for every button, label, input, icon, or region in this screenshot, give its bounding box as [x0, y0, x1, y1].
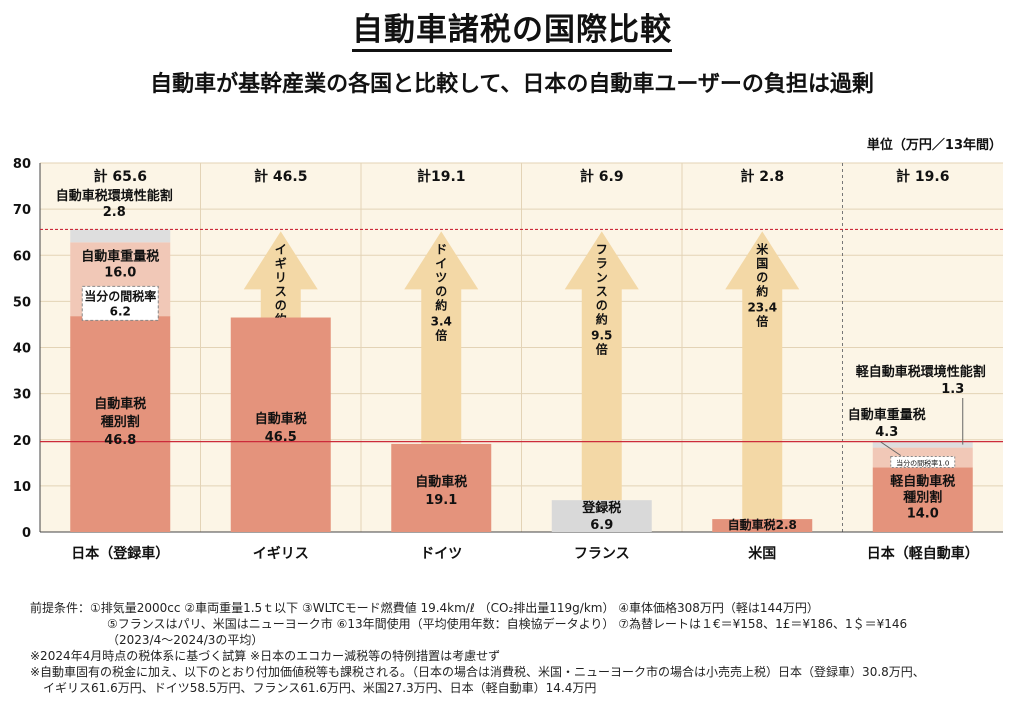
- segment-value: 4.3: [875, 425, 898, 440]
- bar-total-label: 計19.1: [417, 168, 466, 185]
- arrow-ratio-value: 9.5: [591, 328, 612, 342]
- bar-segment: [70, 229, 171, 243]
- arrow-label: の: [435, 284, 447, 298]
- y-tick-label: 40: [13, 342, 31, 357]
- arrow-label: 約: [756, 283, 768, 298]
- category-label: 日本（登録車）: [71, 545, 169, 562]
- arrow-ratio-unit: 倍: [756, 313, 768, 328]
- arrow-label: の: [275, 298, 287, 312]
- footnote-line-6: イギリス61.6万円、ドイツ58.5万円、フランス61.6万円、米国27.3万円…: [43, 681, 597, 695]
- arrow-label: フ: [596, 242, 608, 256]
- arrow-label: ス: [596, 284, 608, 298]
- arrow-label: リ: [275, 270, 287, 284]
- bar-segment: [70, 316, 171, 532]
- bar-segment: [872, 467, 973, 532]
- segment-label: 自動車重量税: [81, 248, 159, 264]
- arrow-label: ギ: [275, 255, 287, 270]
- y-tick-label: 70: [13, 203, 31, 218]
- tax-comparison-chart: 01020304050607080イギリスの約1.4倍ドイツの約3.4倍フランス…: [13, 157, 1003, 562]
- segment-value: 46.8: [104, 433, 136, 448]
- segment-label: 軽自動車税: [890, 474, 955, 490]
- bar-total-label: 計 65.6: [94, 168, 147, 185]
- arrow-label: ツ: [435, 270, 447, 284]
- page-title-text: 自動車諸税の国際比較: [352, 12, 672, 52]
- segment-label: 自動車税: [415, 474, 467, 490]
- category-label: フランス: [574, 546, 630, 562]
- arrow-label: ン: [596, 270, 608, 284]
- bar-total-label: 計 6.9: [580, 168, 624, 185]
- arrow-label: ラ: [596, 256, 608, 270]
- arrow-ratio-unit: 倍: [435, 327, 447, 342]
- y-tick-label: 50: [13, 295, 31, 310]
- provisional-rate-label: 当分の間税率1.0: [896, 459, 949, 468]
- arrow-label: イ: [435, 256, 447, 270]
- segment-label: 種別割: [101, 414, 140, 430]
- y-tick-label: 0: [22, 526, 31, 541]
- provisional-rate-value: 6.2: [110, 304, 131, 318]
- bar-total-label: 計 19.6: [896, 168, 949, 185]
- arrow-label: 国: [756, 256, 768, 270]
- arrow-label: の: [756, 270, 768, 284]
- arrow-label: 約: [596, 311, 608, 326]
- category-label: ドイツ: [420, 546, 462, 562]
- bar-segment: [872, 441, 973, 448]
- arrow-ratio-value: 3.4: [431, 314, 452, 328]
- ratio-arrow: [243, 231, 318, 318]
- arrow-ratio-unit: 倍: [596, 341, 608, 356]
- segment-label: 種別割: [903, 490, 942, 506]
- segment-label: 軽自動車税環境性能割: [856, 364, 986, 380]
- ratio-arrow: [564, 231, 639, 501]
- segment-label: 登録税: [581, 500, 621, 516]
- leader-line: [880, 441, 902, 456]
- arrow-label: ド: [435, 242, 447, 256]
- category-label: イギリス: [253, 545, 309, 562]
- bar-total-label: 計 2.8: [740, 168, 784, 185]
- segment-value: 16.0: [104, 265, 136, 280]
- y-tick-label: 80: [13, 157, 31, 172]
- arrow-ratio-value: 23.4: [747, 300, 777, 314]
- footnote-line-2: ⑤フランスはパリ、米国はニューヨーク市 ⑥13年間使用（平均使用年数：自検協デー…: [107, 617, 908, 631]
- segment-label: 自動車税環境性能割: [56, 188, 173, 204]
- provisional-rate-label: 当分の間税率: [84, 288, 156, 303]
- y-tick-label: 20: [13, 434, 31, 449]
- category-label: 日本（軽自動車）: [867, 545, 979, 562]
- arrow-label: ス: [275, 284, 287, 298]
- bar-segment: [391, 443, 492, 532]
- segment-value: 14.0: [907, 507, 939, 522]
- footnote-line-5: ※自動車固有の税金に加え、以下のとおり付加価値税等も課税される。（日本の場合は消…: [30, 665, 925, 679]
- provisional-rate-box: [81, 285, 159, 321]
- page-title: 自動車諸税の国際比較: [0, 4, 1024, 52]
- footnote-line-3: （2023/4～2024/3の平均）: [107, 633, 264, 647]
- bar-total-label: 計 46.5: [254, 168, 307, 185]
- arrow-label: 約: [435, 297, 447, 312]
- segment-label: 自動車税2.8: [728, 517, 797, 532]
- bar-segment: [712, 519, 813, 532]
- footnote-line-1: 前提条件：①排気量2000cc ②車両重量1.5ｔ以下 ③WLTCモード燃費値 …: [30, 601, 819, 615]
- unit-label: 単位（万円／13年間）: [866, 138, 1002, 153]
- segment-label: 自動車税: [94, 396, 146, 412]
- segment-value: 19.1: [425, 493, 457, 508]
- ratio-arrow: [404, 231, 479, 444]
- segment-label: 自動車重量税: [848, 407, 926, 423]
- segment-value: 1.3: [941, 382, 964, 397]
- y-tick-label: 30: [13, 388, 31, 403]
- segment-value: 6.9: [590, 518, 613, 533]
- segment-value: 46.5: [265, 430, 297, 445]
- y-tick-label: 10: [13, 480, 31, 495]
- footnotes: 前提条件：①排気量2000cc ②車両重量1.5ｔ以下 ③WLTCモード燃費値 …: [30, 600, 1020, 696]
- page-subtitle: 自動車が基幹産業の各国と比較して、日本の自動車ユーザーの負担は過剰: [150, 72, 874, 97]
- arrow-label: イ: [275, 242, 287, 256]
- segment-value: 2.8: [103, 205, 126, 220]
- ratio-arrow: [725, 231, 800, 520]
- bar-segment: [230, 317, 331, 532]
- category-label: 米国: [748, 545, 776, 562]
- y-tick-label: 60: [13, 249, 31, 264]
- arrow-label: の: [596, 298, 608, 312]
- provisional-rate-box: [890, 456, 956, 469]
- footnote-line-4: ※2024年4月時点の税体系に基づく試算 ※日本のエコカー減税等の特例措置は考慮…: [30, 649, 501, 663]
- arrow-label: 米: [756, 241, 769, 256]
- bar-segment: [551, 500, 652, 532]
- segment-label: 自動車税: [255, 411, 307, 427]
